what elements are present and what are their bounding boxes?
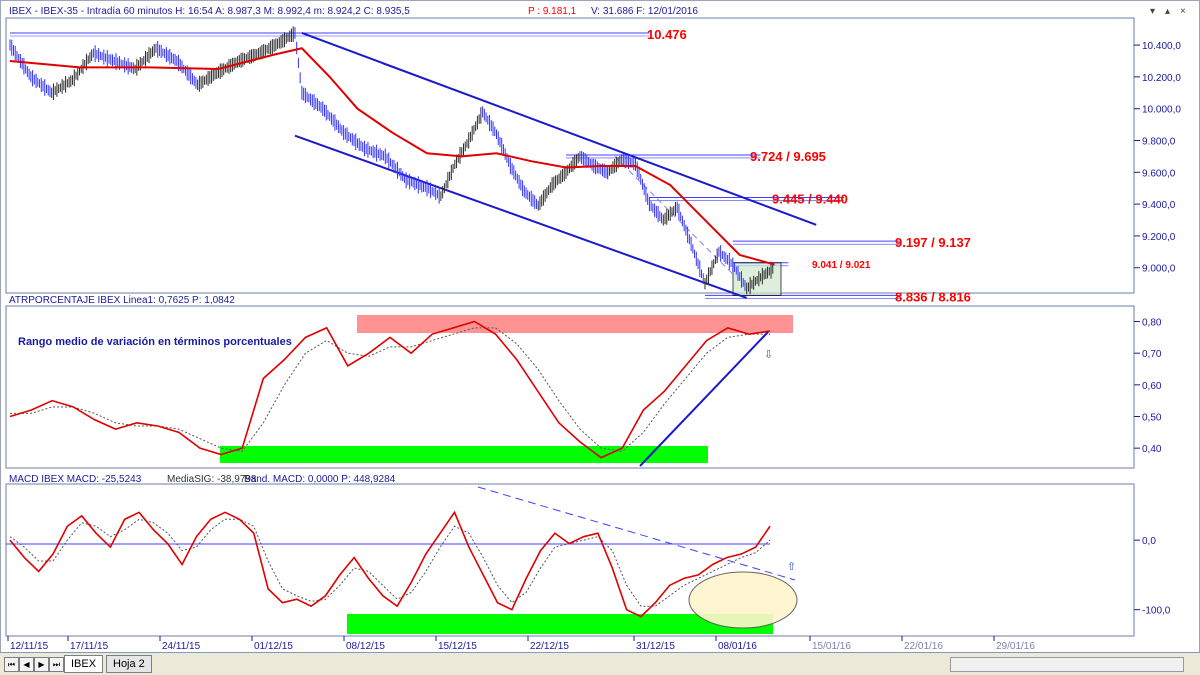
tab-hoja-2[interactable]: Hoja 2 [106, 655, 152, 673]
price-channel [294, 32, 817, 299]
last-sheet-icon[interactable]: ⏭ [49, 657, 64, 672]
x-tick-label: 17/11/15 [70, 641, 109, 652]
price-y-tick-label: 9.200,0 [1142, 232, 1176, 243]
price-y-tick-label: 10.000,0 [1142, 105, 1181, 116]
macd-signal-line [9, 518, 771, 607]
macd-y-axis: 0,0 -100,0 [1134, 536, 1171, 617]
x-axis: 12/11/15 17/11/15 24/11/15 01/12/15 08/12/15… [7, 636, 1035, 652]
macd-y-tick-label: -100,0 [1142, 606, 1171, 617]
macd-y-tick-label: 0,0 [1142, 536, 1156, 547]
level-label: 9.197 / 9.137 [895, 235, 971, 250]
channel-upper-line [301, 32, 817, 226]
x-tick-label: 12/11/15 [10, 641, 49, 652]
atr-y-tick-label: 0,50 [1142, 413, 1162, 424]
x-tick-label: 31/12/15 [636, 641, 675, 652]
level-label: 9.724 / 9.695 [750, 149, 826, 164]
tab-ibex[interactable]: IBEX [64, 655, 104, 673]
atr-header: ATRPORCENTAJE IBEX Linea1: 0,7625 P: 1,0… [9, 295, 235, 306]
next-sheet-icon[interactable]: ▶ [34, 657, 49, 672]
atr-y-tick-label: 0,80 [1142, 318, 1162, 329]
price-y-tick-label: 9.800,0 [1142, 137, 1176, 148]
price-y-tick-label: 10.400,0 [1142, 41, 1181, 52]
chart-area: IBEX - IBEX-35 - Intradía 60 minutos H: … [5, 3, 1192, 652]
price-bars [9, 26, 774, 295]
atr-y-tick-label: 0,40 [1142, 444, 1162, 455]
atr-line [9, 320, 771, 459]
sheet-tab-bar: ⏮ ◀ ▶ ⏭ IBEX Hoja 2 [0, 652, 1200, 675]
close-icon[interactable]: × [1180, 6, 1186, 17]
macd-trendline [477, 486, 796, 581]
macd-up-arrow-icon: ⇧ [787, 561, 796, 573]
x-tick-label: 22/01/16 [904, 641, 943, 652]
atr-y-tick-label: 0,60 [1142, 381, 1162, 392]
x-tick-label: 15/12/15 [438, 641, 477, 652]
level-label: 8.836 / 8.816 [895, 289, 971, 304]
atr-trendline [639, 331, 769, 467]
atr-y-tick-label: 0,70 [1142, 349, 1162, 360]
x-tick-label: 24/11/15 [162, 641, 201, 652]
atr-y-axis: 0,80 0,70 0,60 0,50 0,40 [1134, 318, 1162, 455]
price-y-tick-label: 9.600,0 [1142, 168, 1176, 179]
macd-lines [9, 510, 771, 618]
x-tick-label: 08/01/16 [718, 641, 757, 652]
macd-support-zone [347, 614, 773, 634]
macd-header-sig: MediaSIG: -38,9798 [167, 474, 257, 485]
moving-average-line [9, 47, 775, 266]
macd-line [9, 510, 771, 618]
price-y-tick-label: 9.000,0 [1142, 264, 1176, 275]
price-y-tick-label: 9.400,0 [1142, 200, 1176, 211]
macd-header: MACD IBEX MACD: -25,5243 [9, 474, 142, 485]
price-panel [5, 17, 1135, 294]
atr-lines [9, 320, 771, 459]
price-header-v: V: 31.686 F: 12/01/2016 [591, 6, 698, 17]
level-label: 10.476 [647, 27, 687, 42]
atr-down-arrow-icon: ⇩ [764, 349, 773, 361]
level-label: 9.445 / 9.440 [772, 191, 848, 206]
window-controls[interactable]: ▾ ▴ × [1150, 6, 1186, 17]
macd-panel [5, 483, 1135, 637]
price-y-tick-label: 10.200,0 [1142, 73, 1181, 84]
channel-lower-line [294, 134, 748, 299]
level-label: 9.041 / 9.021 [812, 260, 871, 271]
atr-resistance-zone [357, 315, 793, 333]
first-sheet-icon[interactable]: ⏮ [4, 657, 19, 672]
macd-header-band: Band. MACD: 0,0000 P: 448,9284 [244, 474, 396, 485]
minimize-icon[interactable]: ▾ [1150, 6, 1155, 17]
x-tick-label: 01/12/15 [254, 641, 293, 652]
price-header-bar [6, 3, 1192, 17]
maximize-icon[interactable]: ▴ [1165, 6, 1170, 17]
macd-highlight-ellipse [688, 571, 798, 629]
price-header: IBEX - IBEX-35 - Intradía 60 minutos H: … [9, 6, 410, 17]
horizontal-scrollbar[interactable] [950, 657, 1184, 672]
moving-average [9, 47, 775, 266]
price-y-axis: 10.400,0 10.200,0 10.000,0 9.800,0 9.600,0 9.… [1134, 41, 1181, 275]
x-tick-label: 29/01/16 [996, 641, 1035, 652]
x-tick-label: 22/12/15 [530, 641, 569, 652]
x-tick-label: 15/01/16 [812, 641, 851, 652]
atr-annotation: Rango medio de variación en términos por… [18, 336, 292, 348]
atr-support-zone [220, 446, 708, 463]
x-tick-label: 08/12/15 [346, 641, 385, 652]
price-header-p: P : 9.181,1 [528, 6, 577, 17]
prev-sheet-icon[interactable]: ◀ [19, 657, 34, 672]
channel-dashed-line [614, 156, 734, 275]
